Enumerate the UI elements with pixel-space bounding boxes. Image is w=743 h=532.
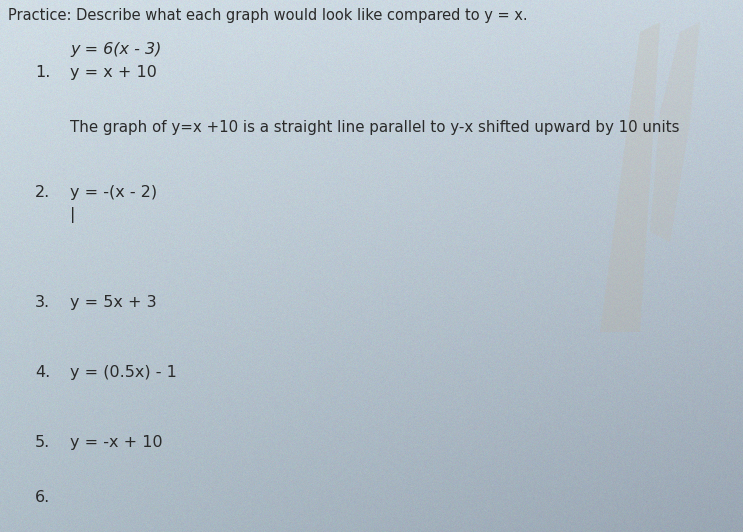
Text: 1.: 1.	[35, 65, 51, 80]
Text: y = 6(x - 3): y = 6(x - 3)	[70, 42, 161, 57]
Text: 5.: 5.	[35, 435, 51, 450]
Text: 3.: 3.	[35, 295, 50, 310]
Text: y = -x + 10: y = -x + 10	[70, 435, 163, 450]
Polygon shape	[600, 22, 660, 332]
Text: Practice: Describe what each graph would look like compared to y = x.: Practice: Describe what each graph would…	[8, 8, 528, 23]
Text: y = (0.5x) - 1: y = (0.5x) - 1	[70, 365, 177, 380]
Text: 2.: 2.	[35, 185, 51, 200]
Text: y = 5x + 3: y = 5x + 3	[70, 295, 157, 310]
Text: y = -(x - 2): y = -(x - 2)	[70, 185, 157, 200]
Text: |: |	[70, 207, 75, 223]
Text: The graph of y=x +10 is a straight line parallel to y-x shifted upward by 10 uni: The graph of y=x +10 is a straight line …	[70, 120, 680, 135]
Text: 6.: 6.	[35, 490, 51, 505]
Text: y = x + 10: y = x + 10	[70, 65, 157, 80]
Polygon shape	[650, 22, 700, 242]
Text: 4.: 4.	[35, 365, 51, 380]
